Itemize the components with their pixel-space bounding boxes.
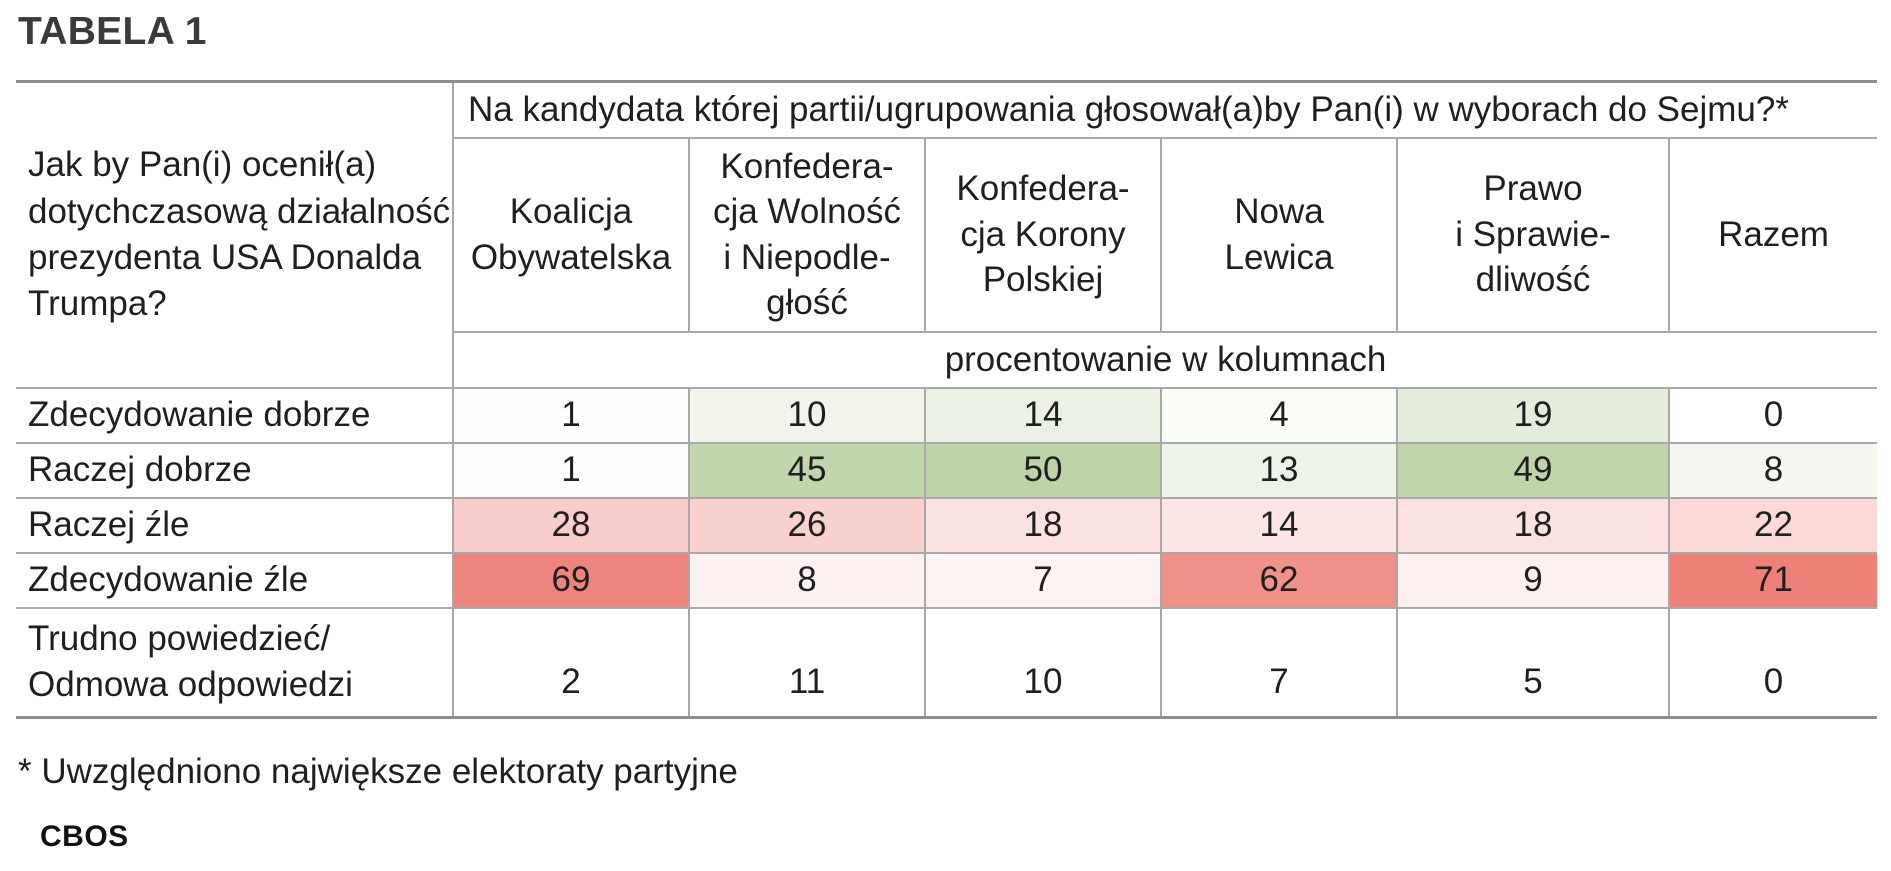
- table-row: Zdecydowanie dobrze 1 10 14 4 19 0: [16, 386, 1878, 444]
- cell: 50: [924, 441, 1162, 499]
- col-header-nowa-lewica: Nowa Lewica: [1160, 136, 1398, 333]
- cell: 28: [452, 496, 690, 554]
- cell: 9: [1396, 551, 1670, 609]
- cell: 1: [452, 386, 690, 444]
- header-question: Na kandydata której partii/ugrupowania g…: [451, 80, 1878, 139]
- survey-table: Jak by Pan(i) ocenił(a) dotychczasową dz…: [16, 80, 1878, 719]
- cell: 1: [452, 441, 690, 499]
- cell: 5: [1396, 606, 1670, 719]
- col-header-konfederacja-korony: Konfedera-cja Korony Polskiej: [924, 136, 1162, 333]
- row-label: Trudno powiedzieć/Odmowa odpowiedzi: [16, 606, 454, 719]
- cell: 18: [1396, 496, 1670, 554]
- cell: 7: [1160, 606, 1398, 719]
- table-row: Raczej dobrze 1 45 50 13 49 8: [16, 441, 1878, 499]
- table-row: Trudno powiedzieć/Odmowa odpowiedzi 2 11…: [16, 606, 1878, 719]
- cell: 0: [1667, 386, 1878, 444]
- col-header-konfederacja-wolnosc: Konfedera-cja Wolność i Niepodle-głość: [688, 136, 926, 333]
- cell: 19: [1396, 386, 1670, 444]
- cell: 8: [1667, 441, 1878, 499]
- row-label: Raczej źle: [16, 496, 454, 554]
- cell: 7: [924, 551, 1162, 609]
- cell: 2: [452, 606, 690, 719]
- cell: 10: [688, 386, 926, 444]
- subheader: procentowanie w kolumnach: [453, 330, 1878, 389]
- cell: 13: [1160, 441, 1398, 499]
- row-label: Raczej dobrze: [16, 441, 454, 499]
- cell: 45: [688, 441, 926, 499]
- col-header-razem: Razem: [1667, 136, 1878, 333]
- cell: 62: [1160, 551, 1398, 609]
- cell: 71: [1667, 551, 1878, 609]
- footnote: * Uwzględniono największe elektoraty par…: [18, 752, 738, 791]
- row-label: Zdecydowanie źle: [16, 551, 454, 609]
- cell: 14: [1160, 496, 1398, 554]
- col-header-pis: Prawo i Sprawie-dliwość: [1396, 136, 1670, 333]
- cell: 10: [924, 606, 1162, 719]
- table-row: Zdecydowanie źle 69 8 7 62 9 71: [16, 551, 1878, 609]
- cell: 0: [1667, 606, 1878, 719]
- table-title: TABELA 1: [18, 10, 207, 53]
- cell: 8: [688, 551, 926, 609]
- question-cell: Jak by Pan(i) ocenił(a) dotychczasową dz…: [16, 80, 454, 389]
- cell: 14: [924, 386, 1162, 444]
- cell: 11: [688, 606, 926, 719]
- cell: 4: [1160, 386, 1398, 444]
- table-row: Raczej źle 28 26 18 14 18 22: [16, 496, 1878, 554]
- cell: 26: [688, 496, 926, 554]
- cbos-logo: CBOS: [40, 820, 129, 853]
- row-label: Zdecydowanie dobrze: [16, 386, 454, 444]
- cell: 22: [1667, 496, 1878, 554]
- cell: 69: [452, 551, 690, 609]
- cell: 18: [924, 496, 1162, 554]
- cell: 49: [1396, 441, 1670, 499]
- col-header-ko: Koalicja Obywatelska: [453, 136, 690, 333]
